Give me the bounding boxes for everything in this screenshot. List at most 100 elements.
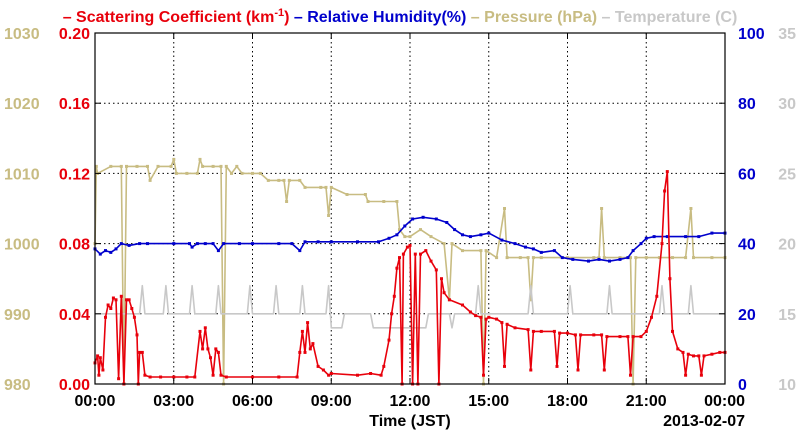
humidity-tick-label: 0: [738, 377, 747, 394]
pressure-tick-label: 1020: [4, 96, 40, 113]
scattering-point: [140, 350, 144, 354]
scattering-point: [576, 368, 580, 372]
pressure-point: [345, 193, 349, 196]
scattering-point: [172, 375, 176, 379]
scattering-point: [697, 354, 701, 358]
pressure-point: [146, 164, 149, 168]
pressure-point: [94, 164, 98, 168]
scattering-point: [125, 298, 128, 302]
humidity-point: [395, 233, 399, 237]
pressure-tick-label: 1000: [4, 237, 40, 254]
pressure-point: [169, 164, 173, 168]
pressure-point: [408, 235, 412, 239]
x-tick-label: 18:00: [547, 393, 588, 410]
scattering-point: [392, 294, 396, 298]
scattering-point: [671, 329, 674, 333]
humidity-point: [697, 235, 701, 239]
pressure-point: [529, 298, 533, 302]
scattering-point: [539, 329, 543, 333]
scattering-point: [327, 373, 331, 377]
axis-ticks: [94, 32, 726, 385]
scattering-point: [201, 347, 205, 351]
pressure-point: [505, 256, 509, 260]
humidity-point: [608, 259, 611, 263]
scattering-point: [605, 335, 609, 339]
humidity-point: [104, 249, 107, 253]
date-label: 2013-02-07: [663, 413, 745, 430]
scattering-point: [306, 321, 310, 325]
scattering-point: [442, 291, 446, 295]
pressure-point: [156, 164, 160, 168]
pressure-point: [526, 256, 530, 260]
scattering-point: [600, 333, 604, 337]
pressure-point: [148, 178, 152, 182]
pressure-point: [303, 185, 307, 189]
pressure-point: [461, 249, 464, 253]
scattering-point: [681, 350, 685, 354]
scattering-point: [321, 368, 325, 372]
scattering-tick-label: 0.08: [59, 237, 90, 254]
humidity-point: [434, 217, 438, 221]
pressure-point: [382, 200, 386, 203]
pressure-point: [395, 200, 399, 203]
pressure-point: [287, 178, 291, 182]
legend-label: Pressure (hPa): [484, 9, 597, 26]
scattering-point: [495, 317, 499, 321]
pressure-point: [634, 256, 638, 260]
pressure-point: [327, 214, 331, 217]
legend-label-tail: ): [284, 9, 289, 26]
pressure-point: [240, 171, 244, 175]
scattering-point: [663, 189, 667, 193]
scattering-point: [130, 307, 134, 310]
humidity-point: [684, 235, 688, 239]
scattering-point: [503, 364, 506, 368]
pressure-point: [135, 164, 139, 168]
humidity-point: [277, 242, 281, 246]
series-layer: [93, 157, 727, 386]
humidity-point: [377, 240, 380, 244]
humidity-point: [524, 245, 527, 249]
pressure-point: [566, 256, 569, 260]
scattering-point: [216, 350, 220, 354]
pressure-point: [298, 178, 302, 182]
scattering-point: [111, 296, 115, 300]
temperature-axis: 10 15 20 25 30 35: [778, 26, 796, 394]
humidity-point: [251, 242, 254, 246]
scattering-point: [224, 375, 228, 379]
pressure-point: [710, 256, 714, 260]
scattering-point: [618, 335, 622, 339]
scattering-point: [387, 338, 391, 342]
humidity-point: [626, 256, 630, 260]
x-tick-label: 21:00: [626, 393, 667, 410]
scattering-point: [159, 375, 163, 379]
humidity-point: [211, 242, 215, 246]
scattering-point: [408, 243, 412, 247]
x-tick-label: 09:00: [311, 393, 352, 410]
temperature-tick-label: 25: [778, 166, 796, 183]
scattering-point: [401, 252, 405, 256]
humidity-point: [356, 240, 359, 244]
scattering-point: [295, 375, 299, 379]
scattering-tick-label: 0.16: [59, 96, 90, 113]
humidity-point: [453, 228, 457, 232]
scattering-point: [424, 249, 428, 253]
legend-dash: –: [466, 9, 484, 26]
humidity-point: [127, 243, 131, 247]
pressure-point: [324, 185, 328, 189]
scattering-point: [566, 331, 569, 335]
humidity-point: [487, 231, 491, 235]
pressure-point: [119, 164, 123, 168]
pressure-point: [618, 256, 622, 260]
scattering-point: [573, 333, 577, 337]
legend: – Scattering Coefficient (km-1) – Relati…: [63, 7, 738, 26]
humidity-point: [468, 235, 472, 239]
pressure-point: [211, 164, 215, 168]
scattering-point: [135, 333, 139, 337]
scattering-point: [413, 252, 417, 256]
pressure-point: [219, 164, 223, 168]
scattering-point: [629, 373, 632, 377]
legend-superscript: -1: [274, 7, 284, 19]
humidity-point: [631, 249, 635, 253]
scattering-point: [668, 277, 672, 281]
pressure-point: [597, 256, 601, 260]
